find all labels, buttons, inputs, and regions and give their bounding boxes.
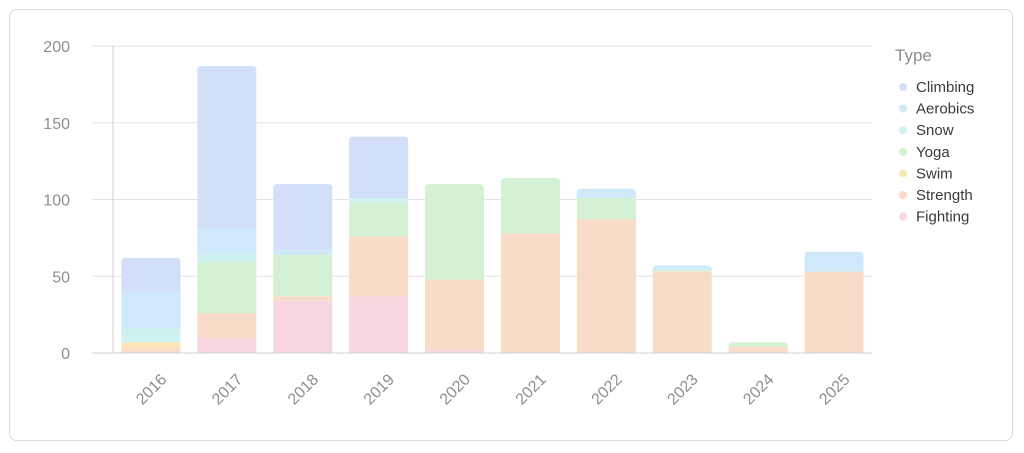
bar-segment-yoga-2022[interactable] xyxy=(576,197,636,220)
legend-swatch xyxy=(899,104,907,113)
y-tick-label: 50 xyxy=(52,269,70,286)
bar-segment-aerobics-2016[interactable] xyxy=(121,291,181,329)
x-tick-label: 2021 xyxy=(513,371,550,408)
legend-swatch xyxy=(899,191,907,199)
legend-label: Snow xyxy=(916,122,954,139)
legend-label: Fighting xyxy=(916,209,969,226)
legend-label: Climbing xyxy=(916,79,974,96)
bar-segment-climbing-2019[interactable] xyxy=(349,136,409,198)
bar-segment-yoga-2020[interactable] xyxy=(425,184,485,280)
bar-segment-strength-2016[interactable] xyxy=(121,348,181,353)
x-tick-label: 2018 xyxy=(285,371,322,408)
bar-segment-strength-2017[interactable] xyxy=(197,313,257,338)
legend-label: Strength xyxy=(916,187,973,204)
legend-swatch xyxy=(899,83,907,91)
bar-segment-strength-2022[interactable] xyxy=(576,219,636,353)
legend-item-snow[interactable]: Snow xyxy=(899,122,954,139)
bar-segment-fighting-2019[interactable] xyxy=(349,296,409,353)
x-tick-label: 2025 xyxy=(816,371,853,408)
legend-label: Aerobics xyxy=(916,101,974,118)
bar-segment-yoga-2024[interactable] xyxy=(728,342,788,347)
bar-segment-aerobics-2025[interactable] xyxy=(804,251,864,272)
y-tick-label: 200 xyxy=(43,39,70,56)
bar-segment-fighting-2017[interactable] xyxy=(197,337,257,353)
bar-segment-strength-2024[interactable] xyxy=(728,346,788,353)
bar-segment-climbing-2017[interactable] xyxy=(197,65,257,229)
legend-label: Yoga xyxy=(916,144,950,161)
bar-segment-yoga-2018[interactable] xyxy=(273,254,333,297)
bar-segment-strength-2019[interactable] xyxy=(349,236,409,297)
x-tick-label: 2023 xyxy=(664,371,701,408)
legend-swatch xyxy=(899,126,907,135)
legend-swatch xyxy=(899,169,907,178)
bar-segment-yoga-2021[interactable] xyxy=(500,178,560,234)
legend-item-fighting[interactable]: Fighting xyxy=(899,209,969,226)
x-tick-label: 2017 xyxy=(209,371,246,408)
bar-segment-swim-2016[interactable] xyxy=(121,342,181,349)
bar-segment-aerobics-2022[interactable] xyxy=(576,188,636,198)
bar-segment-strength-2018[interactable] xyxy=(273,296,333,301)
bar-segment-aerobics-2023[interactable] xyxy=(652,265,712,271)
legend-swatch xyxy=(899,212,907,221)
bar-segment-aerobics-2018[interactable] xyxy=(273,250,333,255)
bar-segment-fighting-2018[interactable] xyxy=(273,300,333,353)
bar-segment-snow-2016[interactable] xyxy=(121,328,181,343)
bar-segment-fighting-2020[interactable] xyxy=(425,349,485,353)
x-tick-label: 2016 xyxy=(133,371,170,408)
y-tick-label: 100 xyxy=(43,193,70,210)
legend-item-aerobics[interactable]: Aerobics xyxy=(899,101,974,118)
bar-segment-strength-2020[interactable] xyxy=(425,279,485,350)
bar-segment-snow-2017[interactable] xyxy=(197,253,257,263)
x-tick-label: 2020 xyxy=(437,371,474,408)
bar-segment-yoga-2017[interactable] xyxy=(197,262,257,314)
y-tick-label: 150 xyxy=(43,116,70,133)
bar-segment-climbing-2018[interactable] xyxy=(273,184,333,251)
bar-segment-climbing-2016[interactable] xyxy=(121,257,181,292)
x-tick-label: 2022 xyxy=(589,371,626,408)
legend-label: Swim xyxy=(916,165,953,182)
legend-title: Type xyxy=(895,46,932,65)
x-tick-label: 2019 xyxy=(361,371,398,408)
legend-item-yoga[interactable]: Yoga xyxy=(899,144,950,161)
bar-segment-snow-2019[interactable] xyxy=(349,197,409,203)
legend: Type Climbing Aerobics Snow Yoga Swim Strength… xyxy=(895,46,974,226)
legend-item-strength[interactable]: Strength xyxy=(899,187,973,204)
bar-segment-strength-2023[interactable] xyxy=(652,271,712,353)
legend-item-climbing[interactable]: Climbing xyxy=(899,79,974,96)
bars xyxy=(121,65,864,353)
bar-segment-aerobics-2017[interactable] xyxy=(197,228,257,254)
x-tick-label: 2024 xyxy=(740,371,777,408)
bar-segment-strength-2021[interactable] xyxy=(500,233,560,353)
bar-segment-strength-2025[interactable] xyxy=(804,271,864,353)
y-tick-label: 0 xyxy=(61,346,70,363)
legend-item-swim[interactable]: Swim xyxy=(899,165,953,182)
bar-segment-yoga-2023[interactable] xyxy=(652,270,712,272)
legend-swatch xyxy=(899,147,907,156)
bar-segment-yoga-2019[interactable] xyxy=(349,202,409,237)
